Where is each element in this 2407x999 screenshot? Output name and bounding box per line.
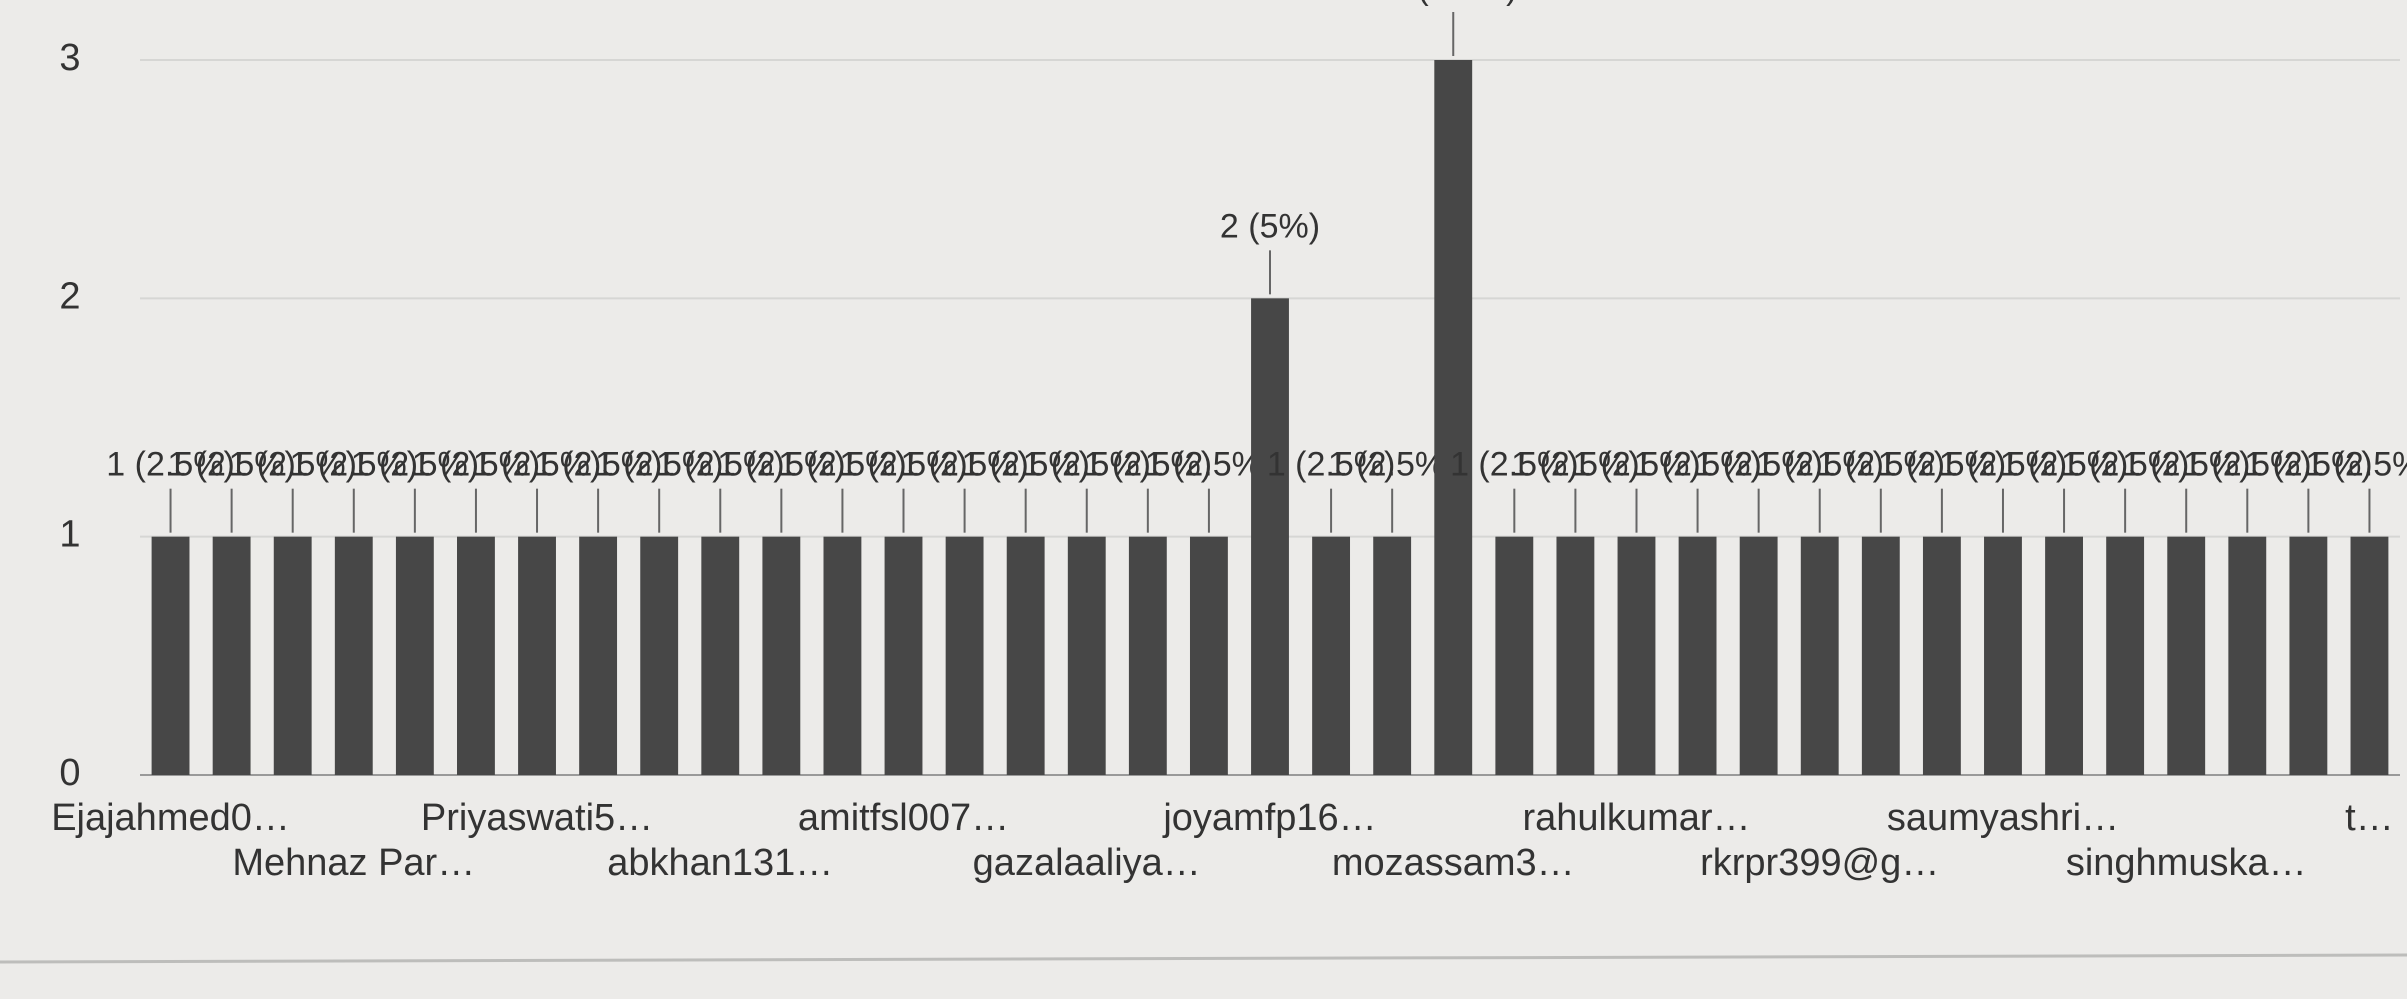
data-label: 1 (2.5%) [1450,446,1579,484]
data-label: 1 (2.5%) [595,446,724,484]
bar [1373,536,1412,775]
data-label: 1 (2.5%) [1817,446,1946,484]
bar [2106,536,2145,775]
data-label: 1 (2.5%) [656,446,785,484]
x-tick-label: abkhan131… [607,842,833,884]
x-tick-label: gazalaaliya… [973,842,1201,884]
data-label: 1 (2.5%) [1939,446,2068,484]
data-label: 1 (2.5%) [1694,446,1823,484]
data-label: 1 (2.5%) [1023,446,1152,484]
bar [579,536,618,775]
data-label: 1 (2.5%) [2305,446,2407,484]
data-label: 1 (2.5%) [351,446,480,484]
bar [2289,536,2328,775]
bar [395,536,434,775]
bar [212,536,251,775]
data-label: 1 (2.5%) [106,446,235,484]
bar [518,536,556,775]
data-label: 1 (2.5%) [1267,446,1396,484]
bar [1312,536,1351,775]
bar [151,536,190,775]
bar [1800,536,1839,775]
bar [334,536,373,775]
x-tick-label: Mehnaz Par… [232,842,475,884]
x-tick-label: Priyaswati5… [421,797,653,839]
data-label: 3 (7.5%) [1389,0,1518,7]
bar [945,536,984,775]
bar [1678,536,1717,775]
data-label: 1 (2.5%) [228,446,357,484]
bar [1495,536,1534,775]
divider [0,953,2407,964]
bar [1251,298,1289,775]
data-label: 1 (2.5%) [167,446,296,484]
x-tick-label: amitfsl007… [798,797,1009,839]
data-label: 1 (2.5%) [290,446,419,484]
bar [1006,536,1045,775]
bar [2167,536,2206,775]
bar [1067,536,1106,775]
y-tick-label: 3 [59,37,80,79]
bar [1922,536,1961,775]
bar [1861,536,1900,775]
bar [640,536,679,775]
data-label: 1 (2.5%) [839,446,968,484]
bar [1617,536,1656,775]
y-tick-label: 1 [59,514,80,556]
bar [1189,536,1228,775]
data-label: 1 (2.5%) [778,446,907,484]
x-tick-label: singhmuska… [2066,842,2307,884]
data-label: 1 (2.5%) [1511,446,1640,484]
x-tick-label: mozassam3… [1332,842,1575,884]
data-label: 1 (2.5%) [2183,446,2312,484]
bar [1128,536,1167,775]
bar [457,536,495,775]
bar [1434,60,1473,775]
data-label: 1 (2.5%) [412,446,541,484]
y-tick-label: 2 [59,275,80,317]
y-tick-label: 0 [59,752,80,794]
data-label: 1 (2.5%) [2061,446,2190,484]
x-tick-label: Ejajahmed0… [51,797,290,839]
bar [762,536,801,775]
x-tick-label: saumyashri… [1887,797,2119,839]
data-label: 1 (2.5%) [1633,446,1762,484]
data-label: 1 (2.5%) [900,446,1029,484]
data-label: 1 (2.5%) [1084,446,1213,484]
x-tick-label: t… [2345,797,2394,839]
bar [1984,536,2022,775]
bar [701,536,740,775]
bar [2228,536,2267,775]
data-label: 1 (2.5%) [1878,446,2007,484]
bar [1556,536,1595,775]
data-label: 1 (2.5%) [1755,446,1884,484]
data-label: 1 (2.5%) [473,446,602,484]
data-label: 1 (2.5%) [1572,446,1701,484]
data-label: 1 (2.5%) [2244,446,2373,484]
data-label: 1 (2.5%) [2122,446,2251,484]
data-label: 1 (2.5%) [717,446,846,484]
x-tick-label: rahulkumar… [1522,797,1750,839]
data-label: 1 (2.5%) [534,446,663,484]
x-tick-label: rkrpr399@g… [1700,842,1939,884]
bar [1739,536,1778,775]
bar [823,536,862,775]
bar [2350,536,2389,775]
data-label: 1 (2.5%) [2000,446,2129,484]
bar [2045,536,2083,775]
bar [273,536,312,775]
bar [884,536,923,775]
data-label: 1 (2.5%) [961,446,1090,484]
data-label: 2 (5%) [1220,207,1320,245]
x-tick-label: joyamfp16… [1162,797,1376,839]
